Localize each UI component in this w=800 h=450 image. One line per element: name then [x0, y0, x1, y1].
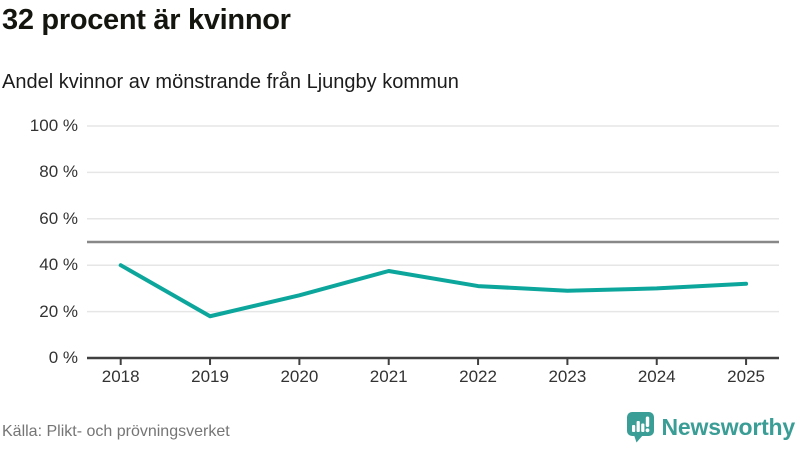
x-axis-tick-label: 2021	[369, 367, 408, 386]
y-axis-tick-label: 100 %	[29, 116, 78, 135]
x-axis-tick-label: 2018	[101, 367, 140, 386]
chart-title: 32 procent är kvinnor	[2, 4, 291, 36]
x-axis-tick-label: 2025	[727, 367, 765, 386]
x-axis-tick-label: 2024	[637, 367, 676, 386]
source-note: Källa: Plikt- och prövningsverket	[2, 423, 230, 440]
x-axis-tick-label: 2023	[548, 367, 587, 386]
x-axis-tick-label: 2022	[459, 367, 497, 386]
y-axis-tick-label: 40 %	[39, 255, 78, 275]
y-axis-tick-label: 0 %	[48, 348, 78, 367]
newsworthy-brand[interactable]: Newsworthy	[626, 411, 795, 443]
y-axis-tick-label: 80 %	[39, 162, 78, 182]
chart-subtitle: Andel kvinnor av mönstrande från Ljungby…	[2, 71, 459, 93]
newsworthy-logo-icon	[626, 412, 654, 443]
y-axis-tick-label: 20 %	[39, 301, 78, 321]
data-line	[118, 263, 749, 319]
x-axis-tick-label: 2020	[280, 367, 319, 386]
brand-name: Newsworthy	[661, 413, 796, 440]
x-axis-tick-label: 2019	[191, 367, 229, 386]
y-axis-tick-label: 60 %	[39, 208, 78, 228]
